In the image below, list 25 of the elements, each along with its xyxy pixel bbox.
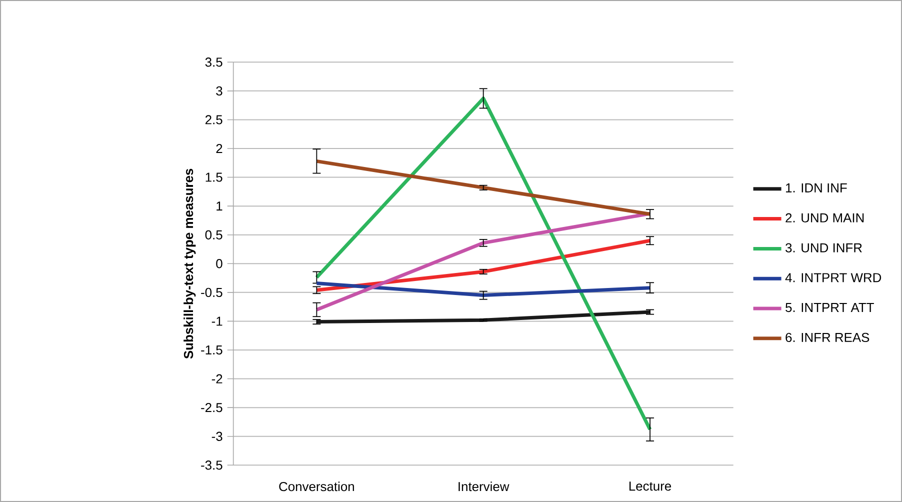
legend-label: 3. UND INFR bbox=[786, 243, 862, 252]
y-tick-label: -0.5 bbox=[201, 288, 222, 298]
y-tick-label: -1 bbox=[212, 316, 222, 326]
y-tick-label: -2.5 bbox=[201, 402, 222, 412]
y-tick-label: -3.5 bbox=[201, 460, 222, 470]
y-tick-label: -3 bbox=[212, 432, 222, 441]
x-tick-label: Conversation bbox=[279, 482, 354, 492]
legend-label: 4. INTPRT WRD bbox=[785, 273, 882, 282]
y-tick-label: -2 bbox=[212, 374, 222, 384]
y-tick-label: 0.5 bbox=[205, 230, 222, 240]
y-tick-label: 2.5 bbox=[205, 115, 222, 124]
y-tick-label: 2 bbox=[216, 144, 222, 154]
y-tick-label: 3.5 bbox=[205, 58, 222, 67]
y-tick-label: -1.5 bbox=[201, 345, 222, 355]
y-tick-label: 1 bbox=[216, 202, 222, 211]
x-tick-label: Interview bbox=[458, 482, 510, 492]
y-tick-label: 1.5 bbox=[206, 172, 222, 182]
legend-label: 1. IDN INF bbox=[786, 183, 847, 192]
x-tick-label: Lecture bbox=[629, 482, 672, 491]
legend-label: 6. INFR REAS bbox=[786, 332, 870, 342]
y-tick-label: 3 bbox=[216, 86, 222, 96]
legend-label: 2. UND MAIN bbox=[786, 213, 864, 222]
legend-label: 5. INTPRT ATT bbox=[786, 303, 874, 312]
y-tick-label: 0 bbox=[216, 259, 222, 268]
y-axis-title: Subskill-by-text type measures bbox=[184, 168, 196, 359]
